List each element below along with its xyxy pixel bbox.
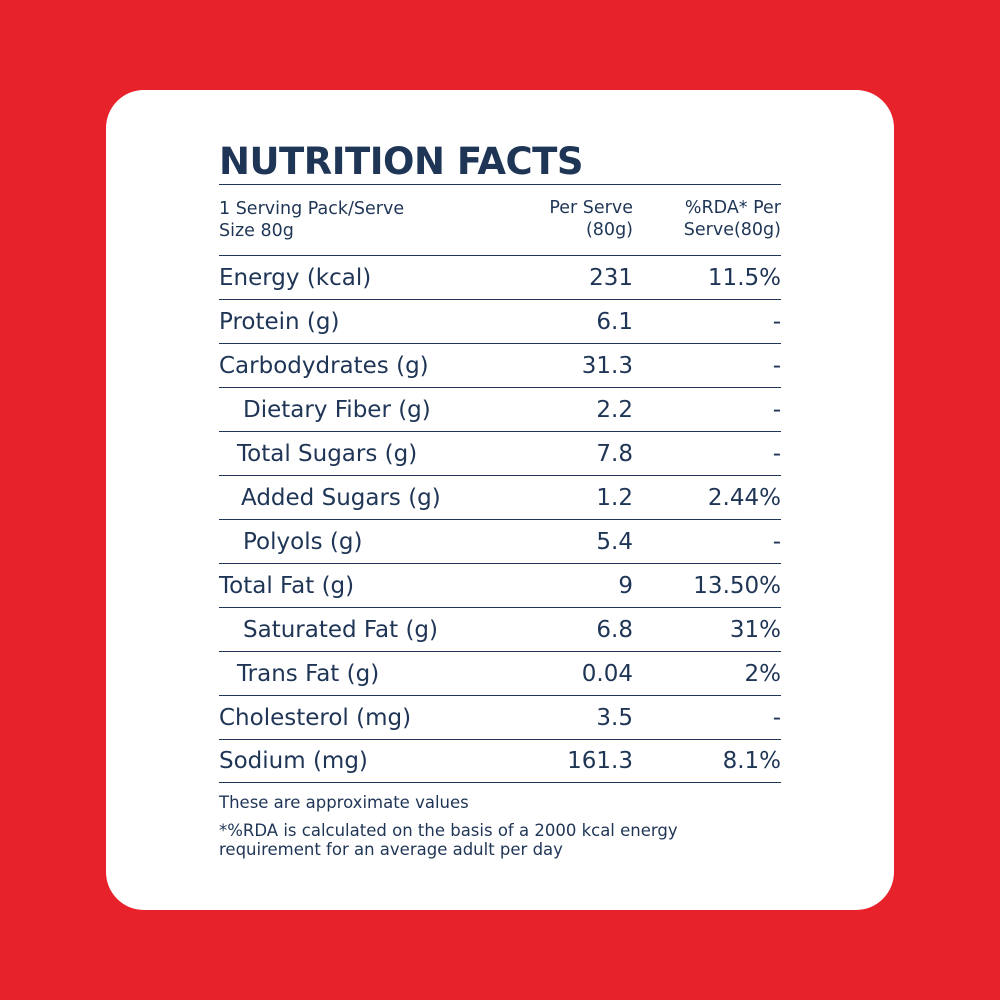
rda-line-2: Serve(80g) <box>683 220 781 240</box>
serving-size-line-2: Size 80g <box>219 221 294 241</box>
nutrient-value: 2.2 <box>596 396 633 423</box>
nutrient-name: Energy (kcal) <box>219 264 372 291</box>
nutrient-value: 6.8 <box>596 616 633 643</box>
nutrient-value: 231 <box>589 264 633 291</box>
nutrient-rda: - <box>772 308 781 335</box>
table-row: Dietary Fiber (g) 2.2 - <box>219 387 781 431</box>
nutrient-rda: - <box>772 352 781 379</box>
rda-header: %RDA* Per Serve(80g) <box>633 185 781 241</box>
nutrient-value: 5.4 <box>596 528 633 555</box>
table-row: Energy (kcal) 231 11.5% <box>219 255 781 299</box>
nutrient-rda: 31% <box>729 616 781 643</box>
table-row: Added Sugars (g) 1.2 2.44% <box>219 475 781 519</box>
nutrient-rda: 8.1% <box>722 748 781 774</box>
table-row: Total Sugars (g) 7.8 - <box>219 431 781 475</box>
table-row: Cholesterol (mg) 3.5 - <box>219 695 781 739</box>
nutrient-rda: - <box>772 440 781 467</box>
table-header: 1 Serving Pack/Serve Size 80g Per Serve … <box>219 184 781 255</box>
nutrient-value: 31.3 <box>581 352 633 379</box>
nutrient-name: Saturated Fat (g) <box>243 616 439 643</box>
nutrient-name: Dietary Fiber (g) <box>243 396 431 423</box>
nutrient-rda: 2% <box>744 660 782 687</box>
nutrient-value: 1.2 <box>596 484 633 511</box>
nutrient-value: 0.04 <box>581 660 633 687</box>
nutrient-value: 6.1 <box>596 308 633 335</box>
nutrition-facts-panel: NUTRITION FACTS 1 Serving Pack/Serve Siz… <box>219 142 781 859</box>
table-row: Total Fat (g) 9 13.50% <box>219 563 781 607</box>
serving-size-label: 1 Serving Pack/Serve Size 80g <box>219 198 519 242</box>
table-row: Saturated Fat (g) 6.8 31% <box>219 607 781 651</box>
nutrient-rda: 13.50% <box>693 572 781 599</box>
table-row: Carbodydrates (g) 31.3 - <box>219 343 781 387</box>
approximate-values-note: These are approximate values <box>219 793 469 812</box>
nutrient-value: 3.5 <box>596 704 633 731</box>
per-serve-header: Per Serve (80g) <box>519 185 633 241</box>
nutrient-name: Protein (g) <box>219 308 340 335</box>
per-serve-line-2: (80g) <box>585 220 633 240</box>
nutrition-card: NUTRITION FACTS 1 Serving Pack/Serve Siz… <box>106 90 894 910</box>
nutrient-name: Trans Fat (g) <box>237 660 380 687</box>
nutrient-value: 7.8 <box>596 440 633 467</box>
per-serve-line-1: Per Serve <box>549 198 633 218</box>
table-row: Trans Fat (g) 0.04 2% <box>219 651 781 695</box>
nutrient-name: Total Fat (g) <box>219 572 355 599</box>
rda-note-line-2: requirement for an average adult per day <box>219 840 563 859</box>
nutrient-rda: - <box>772 528 781 555</box>
nutrient-name: Added Sugars (g) <box>241 484 441 511</box>
table-row: Protein (g) 6.1 - <box>219 299 781 343</box>
nutrient-name: Carbodydrates (g) <box>219 352 429 379</box>
rda-line-1: %RDA* Per <box>684 198 781 218</box>
page-title: NUTRITION FACTS <box>219 140 584 183</box>
nutrient-name: Cholesterol (mg) <box>219 704 412 731</box>
nutrient-rda: - <box>772 396 781 423</box>
nutrient-rda: 11.5% <box>707 264 781 291</box>
rda-note-line-1: *%RDA is calculated on the basis of a 20… <box>219 821 678 840</box>
nutrient-name: Total Sugars (g) <box>237 440 418 467</box>
footnotes: These are approximate values *%RDA is ca… <box>219 793 781 859</box>
serving-size-line-1: 1 Serving Pack/Serve <box>219 199 405 219</box>
nutrient-name: Polyols (g) <box>243 528 363 555</box>
nutrient-name: Sodium (mg) <box>219 748 368 774</box>
nutrient-rda: - <box>772 704 781 731</box>
nutrient-value: 161.3 <box>567 748 633 774</box>
nutrient-table: Energy (kcal) 231 11.5% Protein (g) 6.1 … <box>219 255 781 783</box>
table-row: Polyols (g) 5.4 - <box>219 519 781 563</box>
nutrient-value: 9 <box>618 572 633 599</box>
table-row: Sodium (mg) 161.3 8.1% <box>219 739 781 783</box>
nutrient-rda: 2.44% <box>707 484 781 511</box>
